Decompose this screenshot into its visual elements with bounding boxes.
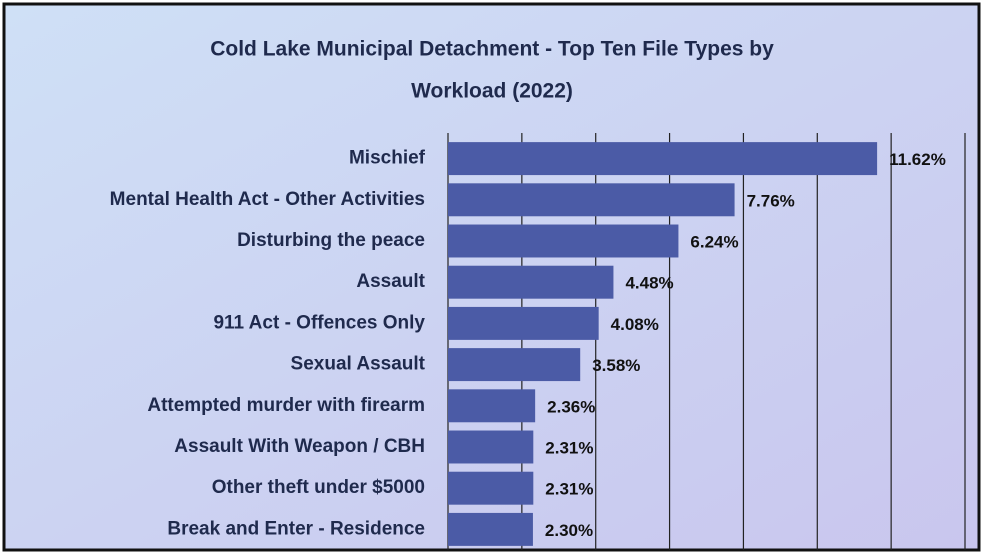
y-tick-label: Mental Health Act - Other Activities [110, 189, 425, 210]
chart-title: Workload (2022) [411, 80, 573, 103]
data-label: 2.31% [545, 480, 593, 499]
y-tick-label: Sexual Assault [291, 354, 426, 375]
bar [448, 348, 581, 382]
y-tick-label: Assault [356, 271, 425, 292]
bar [448, 265, 614, 299]
data-label: 4.08% [611, 315, 659, 334]
chart-title: Cold Lake Municipal Detachment - Top Ten… [210, 38, 774, 61]
bar [448, 471, 534, 505]
data-label: 3.58% [592, 356, 640, 375]
bar [448, 142, 878, 176]
data-label: 2.36% [547, 397, 595, 416]
bar [448, 183, 735, 217]
bar [448, 224, 679, 258]
bar [448, 389, 536, 423]
data-label: 4.48% [625, 274, 673, 293]
y-tick-label: Disturbing the peace [237, 230, 425, 251]
data-label: 11.62% [889, 150, 946, 169]
y-tick-label: Mischief [349, 148, 426, 169]
data-label: 6.24% [690, 232, 738, 251]
data-label: 2.30% [545, 521, 593, 540]
bar [448, 306, 599, 340]
bar [448, 430, 534, 464]
data-label: 7.76% [747, 191, 795, 210]
bar [448, 512, 533, 546]
y-tick-label: Break and Enter - Residence [167, 518, 425, 539]
y-tick-label: Other theft under $5000 [212, 477, 425, 498]
y-tick-label: 911 Act - Offences Only [213, 312, 425, 333]
y-tick-label: Assault With Weapon / CBH [174, 436, 425, 457]
y-tick-label: Attempted murder with firearm [147, 395, 425, 416]
data-label: 2.31% [545, 438, 593, 457]
